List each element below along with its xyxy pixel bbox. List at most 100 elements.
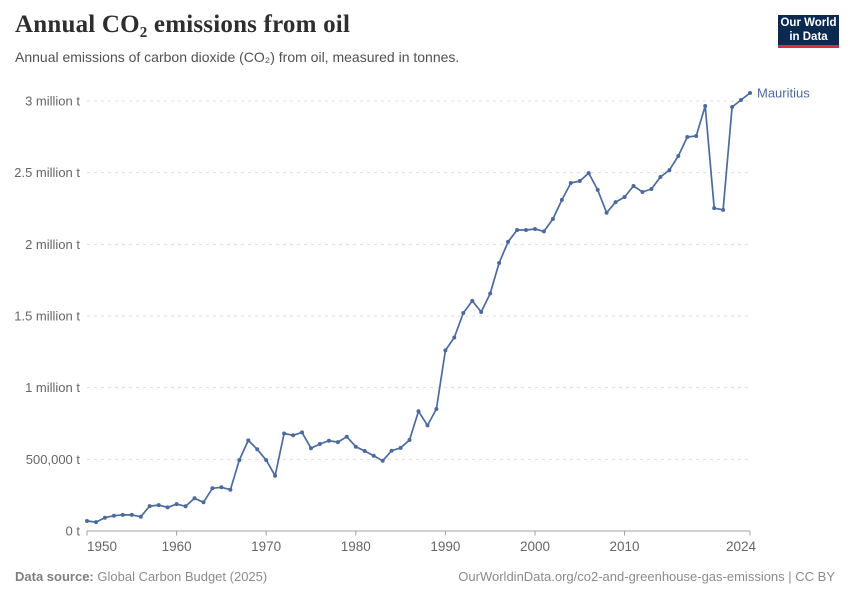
data-point[interactable] [667,168,672,173]
data-point[interactable] [219,485,224,490]
data-point[interactable] [138,514,143,519]
x-axis-label: 1950 [87,539,117,554]
data-point[interactable] [721,207,726,212]
data-point[interactable] [568,181,573,185]
data-point[interactable] [541,229,546,234]
emissions-line[interactable] [86,92,751,523]
data-point[interactable] [237,458,242,463]
data-point[interactable] [506,239,511,244]
data-point[interactable] [550,217,555,221]
data-point[interactable] [94,520,98,525]
data-point[interactable] [317,442,322,446]
data-point[interactable] [192,496,197,501]
data-point[interactable] [344,434,349,439]
data-point[interactable] [452,335,457,340]
data-point[interactable] [640,190,645,194]
x-axis-label: 1980 [341,539,371,554]
data-point[interactable] [515,228,520,232]
x-axis-label: 2010 [610,539,640,554]
data-point[interactable] [425,423,430,428]
y-axis-label: 500,000 t [26,452,81,467]
data-point[interactable] [658,175,663,179]
data-point[interactable] [685,135,690,139]
data-point[interactable] [335,440,340,445]
data-point[interactable] [739,98,743,102]
data-point[interactable] [748,91,752,95]
data-point[interactable] [488,291,493,296]
data-point[interactable] [282,431,287,436]
data-point[interactable] [156,503,161,508]
footer-link[interactable]: OurWorldinData.org/co2-and-greenhouse-ga… [458,569,835,584]
data-point[interactable] [201,500,206,505]
data-point[interactable] [273,473,278,478]
data-point[interactable] [604,210,609,215]
data-point[interactable] [183,504,188,509]
data-point[interactable] [613,200,618,205]
data-source-label: Data source: [15,569,94,584]
data-point[interactable] [389,448,394,453]
data-point[interactable] [120,512,125,517]
data-point[interactable] [174,502,179,507]
owid-logo-line1: Our World [780,17,837,29]
data-point[interactable] [595,187,600,192]
data-point[interactable] [246,438,251,443]
data-point[interactable] [129,512,134,517]
data-point[interactable] [497,261,502,265]
x-axis-label: 2000 [520,539,550,554]
data-point[interactable] [479,310,484,314]
data-point[interactable] [407,438,412,442]
data-point[interactable] [577,179,582,183]
data-point[interactable] [631,184,636,188]
data-point[interactable] [380,458,385,463]
x-axis-label: 2024 [726,539,757,554]
data-point[interactable] [712,206,717,211]
data-point[interactable] [371,453,376,458]
data-point[interactable] [228,487,233,492]
owid-logo[interactable]: Our World in Data [778,15,839,48]
x-axis-label: 1970 [251,539,281,554]
data-point[interactable] [264,458,269,463]
y-axis-label: 2.5 million t [14,165,80,180]
data-point[interactable] [165,505,170,510]
data-point[interactable] [309,446,313,451]
data-point[interactable] [524,228,528,232]
data-point[interactable] [291,433,296,438]
data-point[interactable] [210,486,215,491]
y-axis-label: 2 million t [25,237,80,252]
data-point[interactable] [255,447,260,452]
chart-title: Annual CO₂ emissions from oil [15,11,351,38]
data-point[interactable] [102,515,107,520]
data-point[interactable] [434,407,439,411]
data-point[interactable] [443,348,448,353]
data-point[interactable] [559,197,564,202]
data-source: Data source: Global Carbon Budget (2025) [15,569,267,585]
y-axis-label: 3 million t [25,94,80,109]
data-point[interactable] [147,504,152,509]
data-point[interactable] [85,519,89,523]
data-point[interactable] [586,171,591,176]
data-point[interactable] [300,430,304,435]
line-chart-plot: 0 t 500,000 t 1 million t 1.5 million t 2 mi… [14,85,810,554]
data-point[interactable] [416,409,421,414]
x-axis-label: 1990 [430,539,460,554]
y-axis-label: 0 t [66,524,81,539]
chart-subtitle: Annual emissions of carbon dioxide (CO₂)… [15,49,460,65]
data-point[interactable] [470,298,475,303]
data-point[interactable] [461,311,466,315]
data-point[interactable] [362,449,367,453]
data-point[interactable] [398,445,403,450]
data-point[interactable] [326,438,331,443]
data-point[interactable] [730,105,735,109]
data-point[interactable] [111,513,116,518]
data-point[interactable] [703,104,708,108]
data-point[interactable] [353,444,358,449]
data-point[interactable] [649,187,654,191]
data-source-value: Global Carbon Budget (2025) [97,569,268,584]
owid-logo-line2: in Data [789,31,828,43]
data-point[interactable] [622,195,627,199]
y-axis-label: 1.5 million t [14,309,80,324]
data-point[interactable] [676,154,681,158]
data-point[interactable] [694,134,699,138]
x-axis-label: 1960 [162,539,192,554]
data-point[interactable] [533,227,537,231]
